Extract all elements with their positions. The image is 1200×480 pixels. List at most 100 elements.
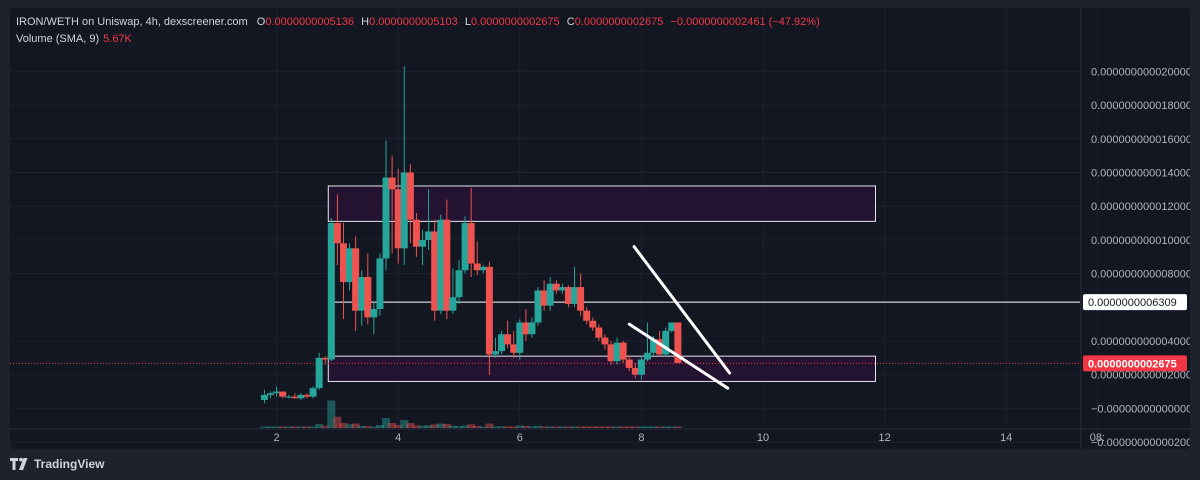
candle-up[interactable]: [528, 322, 536, 335]
volume-bar: [382, 418, 391, 428]
x-tick-label: 14: [1000, 432, 1012, 444]
candle-down[interactable]: [431, 231, 439, 311]
candle-up[interactable]: [297, 394, 305, 399]
volume-bar: [600, 426, 609, 428]
candle-up[interactable]: [461, 223, 469, 271]
candle-down[interactable]: [352, 248, 360, 311]
volume-bar: [424, 425, 433, 428]
candle-down[interactable]: [522, 322, 530, 335]
candle-up[interactable]: [400, 172, 408, 249]
candle-up[interactable]: [546, 283, 554, 306]
candle-down[interactable]: [631, 367, 639, 375]
candle-down[interactable]: [607, 344, 615, 362]
candle-up[interactable]: [571, 287, 579, 304]
candle-down[interactable]: [510, 344, 518, 353]
level-price-label: 0.0000000006309: [1088, 297, 1177, 309]
candle-up[interactable]: [491, 351, 499, 355]
zone-rect-2[interactable]: [327, 355, 876, 382]
pair-title: IRON/WETH on Uniswap, 4h, dexscreener.co…: [16, 16, 248, 28]
candle-down[interactable]: [339, 243, 347, 283]
candle-up[interactable]: [534, 290, 542, 323]
candle-up[interactable]: [260, 394, 268, 400]
zone-rect-1[interactable]: [327, 185, 876, 222]
candle-down[interactable]: [540, 290, 548, 306]
volume-bar: [491, 426, 500, 428]
candlestick-chart[interactable]: 0.0000000000200000 0.0000000000180000 0.00…: [10, 8, 1190, 449]
volume-bar: [613, 426, 622, 428]
candle-down[interactable]: [564, 287, 572, 304]
candle-down[interactable]: [303, 394, 311, 397]
volume-bar: [455, 426, 463, 428]
candle-up[interactable]: [346, 248, 354, 283]
volume-bar: [345, 424, 354, 428]
candle-up[interactable]: [285, 396, 293, 398]
candle-up[interactable]: [498, 334, 506, 352]
volume-bar: [266, 426, 275, 428]
volume-bar: [375, 425, 384, 428]
candle-up[interactable]: [455, 270, 463, 298]
candle-down[interactable]: [467, 223, 475, 264]
candle-down[interactable]: [656, 339, 664, 355]
legend-volume-row: Volume (SMA, 9) 5.67K: [16, 31, 820, 48]
volume-label: Volume (SMA, 9): [16, 33, 100, 45]
low-label: L: [464, 16, 471, 28]
candle-down[interactable]: [595, 327, 603, 338]
high-value: 0.0000000005103: [369, 16, 458, 28]
volume-bar: [485, 423, 494, 428]
candle-down[interactable]: [388, 177, 396, 190]
candle-down[interactable]: [412, 219, 420, 247]
candle-down[interactable]: [504, 334, 512, 345]
candle-down[interactable]: [279, 391, 287, 397]
candle-down[interactable]: [601, 337, 609, 345]
candle-down[interactable]: [406, 172, 414, 220]
volume-bar: [625, 426, 634, 428]
candle-up[interactable]: [558, 287, 566, 291]
candle-up[interactable]: [382, 177, 390, 259]
candle-up[interactable]: [309, 388, 317, 397]
candle-down[interactable]: [577, 287, 585, 311]
candle-up[interactable]: [327, 223, 335, 360]
candle-up[interactable]: [662, 330, 670, 355]
candle-down[interactable]: [625, 359, 633, 368]
candle-down[interactable]: [443, 219, 451, 311]
candle-up[interactable]: [273, 391, 281, 394]
y-tick-label: −0.0000000000020000: [1091, 437, 1190, 449]
trend-line-1[interactable]: [632, 245, 732, 375]
candle-down[interactable]: [589, 320, 597, 328]
candle-down[interactable]: [333, 223, 341, 244]
candle-down[interactable]: [619, 342, 627, 360]
candle-down[interactable]: [473, 263, 481, 271]
volume-value: 5.67K: [103, 33, 132, 45]
candle-up[interactable]: [613, 342, 621, 362]
candle-down[interactable]: [485, 266, 493, 355]
candle-up[interactable]: [668, 322, 676, 331]
y-tick-label: 0.0000000000020000: [1091, 370, 1190, 382]
candle-down[interactable]: [321, 357, 329, 360]
candle-up[interactable]: [425, 231, 433, 240]
x-tick-label: 2: [274, 432, 280, 444]
candle-down[interactable]: [394, 189, 402, 249]
candle-up[interactable]: [637, 359, 645, 375]
candle-up[interactable]: [358, 276, 366, 311]
chart-panel[interactable]: 0.0000000000200000 0.0000000000180000 0.00…: [10, 8, 1190, 449]
candle-down[interactable]: [291, 396, 299, 399]
candle-up[interactable]: [437, 219, 445, 311]
volume-bar: [576, 426, 585, 428]
candle-up[interactable]: [419, 239, 427, 247]
x-tick-label: 12: [878, 432, 890, 444]
candle-up[interactable]: [643, 352, 651, 360]
candle-down[interactable]: [364, 276, 372, 318]
candle-up[interactable]: [267, 393, 275, 395]
candle-up[interactable]: [650, 339, 658, 353]
candle-up[interactable]: [370, 308, 378, 318]
trend-line-2[interactable]: [627, 322, 730, 390]
candle-down[interactable]: [674, 322, 682, 363]
candle-up[interactable]: [376, 258, 384, 309]
candle-up[interactable]: [449, 297, 457, 311]
candle-up[interactable]: [479, 266, 487, 271]
volume-bar: [515, 425, 524, 428]
candle-up[interactable]: [315, 357, 323, 389]
candle-up[interactable]: [516, 322, 524, 353]
candle-down[interactable]: [552, 283, 560, 291]
candle-down[interactable]: [583, 310, 591, 321]
